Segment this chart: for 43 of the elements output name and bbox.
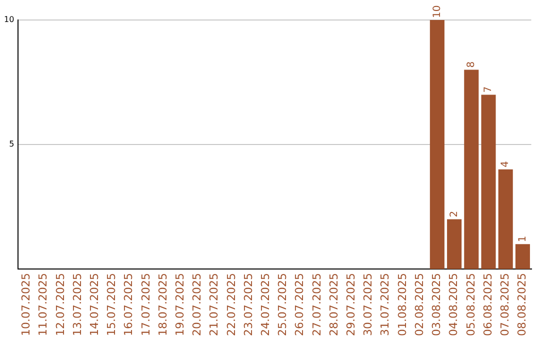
x-tick-label: 31.07.2025 [378, 273, 392, 336]
x-tick-label: 26.07.2025 [293, 273, 306, 336]
x-tick-label: 24.07.2025 [259, 273, 272, 336]
x-tick-label: 29.07.2025 [344, 273, 358, 336]
x-tick-label: 17.07.2025 [139, 273, 152, 336]
data-label: 8 [466, 61, 477, 68]
data-label: 4 [500, 161, 512, 168]
x-tick-label: 08.08.2025 [516, 273, 529, 336]
x-tick-label: 03.08.2025 [430, 273, 444, 336]
bar [430, 20, 444, 270]
x-tick-label: 06.08.2025 [481, 273, 494, 336]
x-tick-label: 21.07.2025 [208, 273, 221, 336]
x-tick-label: 30.07.2025 [362, 273, 375, 336]
bar [447, 219, 462, 270]
x-tick-label: 18.07.2025 [156, 273, 170, 336]
x-tick-label: 22.07.2025 [224, 273, 238, 336]
x-tick-label: 05.08.2025 [464, 273, 478, 336]
bar [515, 244, 530, 270]
data-label: 2 [448, 210, 460, 218]
x-tick-label: 16.07.2025 [122, 273, 136, 336]
x-tick-label: 23.07.2025 [242, 273, 255, 336]
data-label: 7 [483, 86, 494, 93]
x-tick-label: 28.07.2025 [327, 273, 340, 336]
x-tick-label: 25.07.2025 [276, 273, 290, 336]
y-tick-label: 5 [9, 140, 14, 149]
x-tick-label: 19.07.2025 [174, 273, 187, 336]
data-label: 10 [432, 5, 443, 18]
bar [464, 70, 479, 270]
x-tick-label: 15.07.2025 [105, 273, 118, 336]
x-tick-label: 14.07.2025 [88, 273, 101, 336]
x-tick-label: 01.08.2025 [396, 273, 409, 336]
bar [481, 94, 496, 270]
bar [498, 169, 513, 270]
data-label: 1 [517, 236, 528, 242]
x-tick-label: 12.07.2025 [54, 273, 67, 336]
x-tick-label: 11.07.2025 [36, 273, 50, 336]
x-tick-label: 13.07.2025 [70, 273, 84, 336]
x-tick-label: 27.07.2025 [310, 273, 324, 336]
x-tick-label: 07.08.2025 [498, 273, 512, 336]
x-tick-label: 02.08.2025 [412, 273, 426, 336]
x-tick-label: 04.08.2025 [447, 273, 460, 336]
x-tick-label: 10.07.2025 [20, 273, 33, 336]
x-tick-label: 20.07.2025 [190, 273, 204, 336]
